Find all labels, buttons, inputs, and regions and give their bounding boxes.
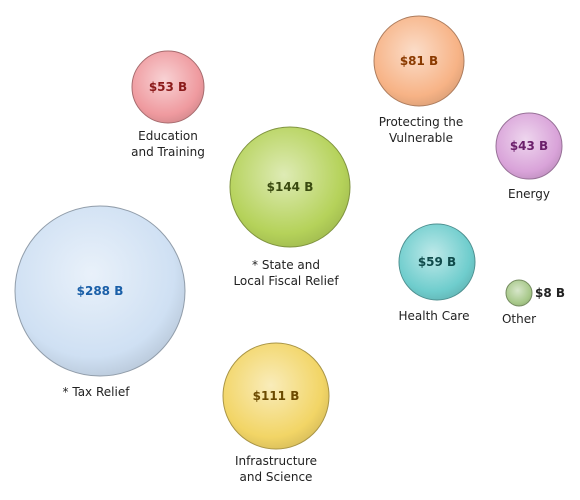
bubble-label-state-fiscal: * State and Local Fiscal Relief [233, 258, 339, 288]
bubble-tax[interactable] [14, 205, 186, 377]
bubble-group-vulnerable: $81 B Protecting the Vulnerable [373, 15, 465, 145]
bubble-label-other: Other [502, 312, 536, 326]
bubble-label-line: and Science [240, 470, 313, 484]
bubble-group-other: $8 B Other [502, 279, 565, 326]
bubble-health[interactable] [398, 223, 476, 301]
bubble-value-education: $53 B [149, 80, 187, 94]
bubble-energy[interactable] [495, 112, 563, 180]
bubble-value-vulnerable: $81 B [400, 54, 438, 68]
bubble-group-education: $53 B Education and Training [131, 50, 205, 159]
bubble-group-infrastructure: $111 B Infrastructure and Science [222, 342, 330, 484]
bubble-value-infrastructure: $111 B [253, 389, 300, 403]
bubble-label-infrastructure: Infrastructure and Science [235, 454, 317, 484]
bubble-label-energy: Energy [508, 187, 550, 201]
bubble-label-line: Vulnerable [389, 131, 453, 145]
bubble-label-line: and Training [131, 145, 205, 159]
bubble-value-other: $8 B [535, 286, 565, 300]
bubble-value-energy: $43 B [510, 139, 548, 153]
bubble-label-health: Health Care [398, 309, 469, 323]
bubble-education[interactable] [131, 50, 205, 124]
bubble-state-fiscal[interactable] [229, 126, 351, 248]
bubble-label-education: Education and Training [131, 129, 205, 159]
bubble-label-line: Energy [508, 187, 550, 201]
bubble-label-line: Infrastructure [235, 454, 317, 468]
bubble-label-line: Other [502, 312, 536, 326]
bubble-vulnerable[interactable] [373, 15, 465, 107]
bubble-infrastructure[interactable] [222, 342, 330, 450]
bubble-label-tax: * Tax Relief [63, 385, 131, 399]
bubble-group-energy: $43 B Energy [495, 112, 563, 201]
bubble-group-health: $59 B Health Care [398, 223, 476, 323]
bubble-other[interactable] [505, 279, 533, 307]
bubble-label-line: Local Fiscal Relief [233, 274, 339, 288]
bubble-value-state-fiscal: $144 B [267, 180, 314, 194]
bubble-label-vulnerable: Protecting the Vulnerable [379, 115, 464, 145]
bubble-group-state-fiscal: $144 B * State and Local Fiscal Relief [229, 126, 351, 288]
bubble-label-line: Education [138, 129, 198, 143]
bubble-group-tax: $288 B * Tax Relief [14, 205, 186, 399]
bubble-label-line: Health Care [398, 309, 469, 323]
bubble-label-line: * Tax Relief [63, 385, 131, 399]
bubble-label-line: Protecting the [379, 115, 464, 129]
bubble-value-tax: $288 B [77, 284, 124, 298]
bubble-label-line: * State and [252, 258, 320, 272]
bubble-value-health: $59 B [418, 255, 456, 269]
